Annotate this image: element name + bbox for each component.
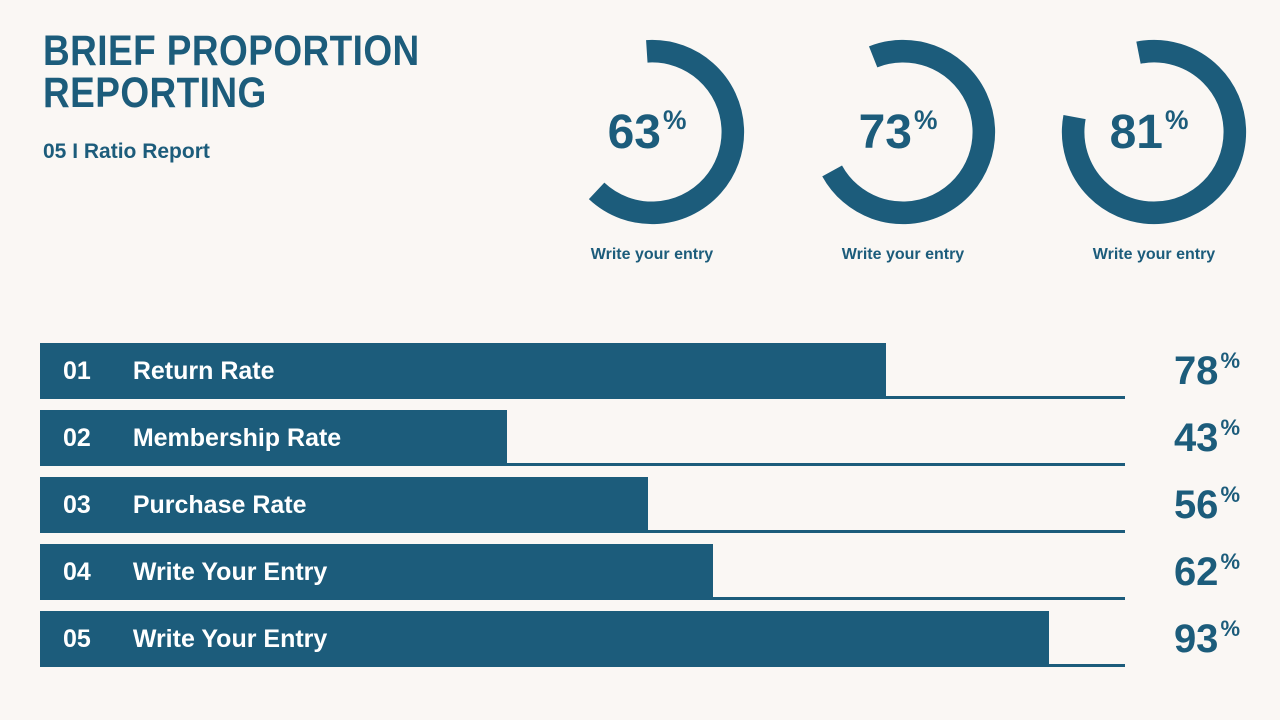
bar-label: Purchase Rate [132, 490, 307, 519]
bar-fill: 04 Write Your Entry [40, 544, 713, 600]
bar-index: 05 [63, 624, 91, 653]
donut-percent-number: 81 [1109, 105, 1163, 159]
bar-row: 03 Purchase Rate 56% [40, 477, 1240, 533]
bar-track: 05 Write Your Entry [40, 611, 1125, 667]
bar-row: 04 Write Your Entry 62% [40, 544, 1240, 600]
donut-gauge: 81% Write your entry [1060, 38, 1248, 264]
donut-row: 63% Write your entry 73% Write your entry 81… [558, 38, 1248, 264]
bar-index: 03 [63, 490, 91, 519]
percent-sign: % [1220, 616, 1240, 642]
bar-row: 05 Write Your Entry 93% [40, 611, 1240, 667]
bar-index: 02 [63, 423, 91, 452]
percent-sign: % [662, 104, 687, 135]
donut-arc-icon [1061, 39, 1247, 225]
bar-index: 04 [63, 557, 91, 586]
donut-caption: Write your entry [841, 246, 965, 263]
percent-sign: % [1220, 348, 1240, 374]
donut-gauge: 73% Write your entry [809, 38, 997, 264]
bar-index: 01 [63, 356, 91, 385]
bar-value-number: 56 [1173, 482, 1219, 527]
bar-chart: 01 Return Rate 78% 02 Membership Rate 43% 03 Pu… [40, 343, 1240, 678]
donut-arc-icon [810, 39, 996, 225]
percent-sign: % [913, 104, 938, 135]
donut-ring: 81% [1060, 38, 1248, 226]
donut-ring: 73% [809, 38, 997, 226]
donut-ring: 63% [558, 38, 746, 226]
percent-sign: % [1164, 104, 1189, 135]
bar-value-number: 62 [1173, 549, 1219, 594]
bar-label: Write Your Entry [132, 624, 328, 653]
bar-track: 04 Write Your Entry [40, 544, 1125, 600]
percent-sign: % [1220, 482, 1240, 508]
bar-fill: 01 Return Rate [40, 343, 887, 399]
donut-percent: 63% [553, 38, 741, 226]
bar-value: 93% [1125, 611, 1240, 667]
bar-fill: 02 Membership Rate [40, 410, 507, 466]
donut-arc-icon [559, 39, 745, 225]
bar-row: 02 Membership Rate 43% [40, 410, 1240, 466]
bar-value: 78% [1125, 343, 1240, 399]
bar-value: 62% [1125, 544, 1240, 600]
donut-caption: Write your entry [1092, 246, 1216, 263]
bar-track: 03 Purchase Rate [40, 477, 1125, 533]
bar-label: Write Your Entry [132, 557, 328, 586]
bar-value-number: 78 [1173, 348, 1219, 393]
bar-track: 02 Membership Rate [40, 410, 1125, 466]
donut-percent: 81% [1055, 38, 1243, 226]
page-subtitle: 05 I Ratio Report [43, 140, 210, 164]
bar-value-number: 43 [1173, 415, 1219, 460]
bar-value-number: 93 [1173, 616, 1219, 661]
header: BRIEF PROPORTION REPORTING 05 I Ratio Re… [43, 27, 481, 164]
percent-sign: % [1220, 415, 1240, 441]
donut-percent-number: 63 [607, 105, 661, 159]
donut-percent: 73% [804, 38, 992, 226]
bar-value: 56% [1125, 477, 1240, 533]
bar-label: Return Rate [132, 356, 275, 385]
bar-baseline [40, 463, 1125, 466]
percent-sign: % [1220, 549, 1240, 575]
page-title-line2: REPORTING [43, 69, 267, 118]
bar-fill: 03 Purchase Rate [40, 477, 648, 533]
bar-fill: 05 Write Your Entry [40, 611, 1050, 667]
bar-value: 43% [1125, 410, 1240, 466]
donut-gauge: 63% Write your entry [558, 38, 746, 264]
page-title-line1: BRIEF PROPORTION [43, 27, 420, 75]
bar-row: 01 Return Rate 78% [40, 343, 1240, 399]
page-title: BRIEF PROPORTION REPORTING [43, 27, 420, 118]
bar-label: Membership Rate [132, 423, 342, 452]
bar-track: 01 Return Rate [40, 343, 1125, 399]
donut-caption: Write your entry [590, 246, 714, 263]
donut-percent-number: 73 [858, 105, 912, 159]
